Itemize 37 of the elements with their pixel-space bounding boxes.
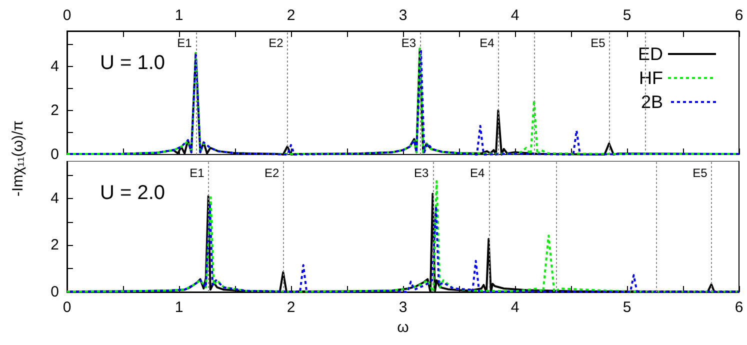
ref-line-label: E1 (190, 166, 205, 180)
x2-tick-label: 2 (286, 7, 296, 24)
ref-line-label: E3 (401, 36, 416, 50)
ref-line-label: E4 (480, 36, 495, 50)
y-tick-label: 4 (50, 58, 59, 75)
x2-tick-label: 3 (398, 7, 408, 24)
x2-tick-label: 4 (510, 7, 520, 24)
ref-line-label: E2 (264, 166, 280, 180)
x-axis-title: ω (397, 318, 410, 336)
y-axis-title: -Imχ₁₁(ω)/π (10, 120, 26, 198)
y-tick-label: 0 (50, 146, 59, 163)
annotation: U = 1.0 (100, 52, 166, 74)
legend-label: 2B (640, 92, 663, 112)
x2-tick-label: 0 (62, 7, 72, 24)
x2-tick-label: 1 (174, 7, 184, 24)
ref-line-label: E5 (590, 36, 606, 50)
annotation: U = 2.0 (100, 182, 166, 204)
legend-label: HF (639, 68, 663, 88)
x-tick-label: 2 (286, 299, 296, 316)
x-tick-label: 1 (174, 299, 184, 316)
x-tick-label: 3 (398, 299, 408, 316)
ref-line-label: E4 (470, 166, 485, 180)
ref-line-label: E1 (177, 36, 192, 50)
x2-tick-label: 6 (734, 7, 744, 24)
ref-line-label: E2 (268, 36, 284, 50)
x-tick-label: 5 (622, 299, 632, 316)
y-tick-label: 2 (50, 236, 59, 254)
y-tick-label: 2 (50, 102, 59, 119)
x-tick-label: 4 (510, 299, 520, 316)
ref-line-label: E5 (692, 166, 708, 180)
legend-label: ED (638, 44, 663, 64)
y-tick-label: 0 (50, 284, 59, 300)
ref-line-label: E3 (414, 166, 429, 180)
x-tick-label: 0 (62, 299, 72, 316)
x2-tick-label: 5 (622, 7, 632, 24)
y-tick-label: 4 (50, 190, 59, 207)
x-tick-label: 6 (734, 299, 744, 316)
